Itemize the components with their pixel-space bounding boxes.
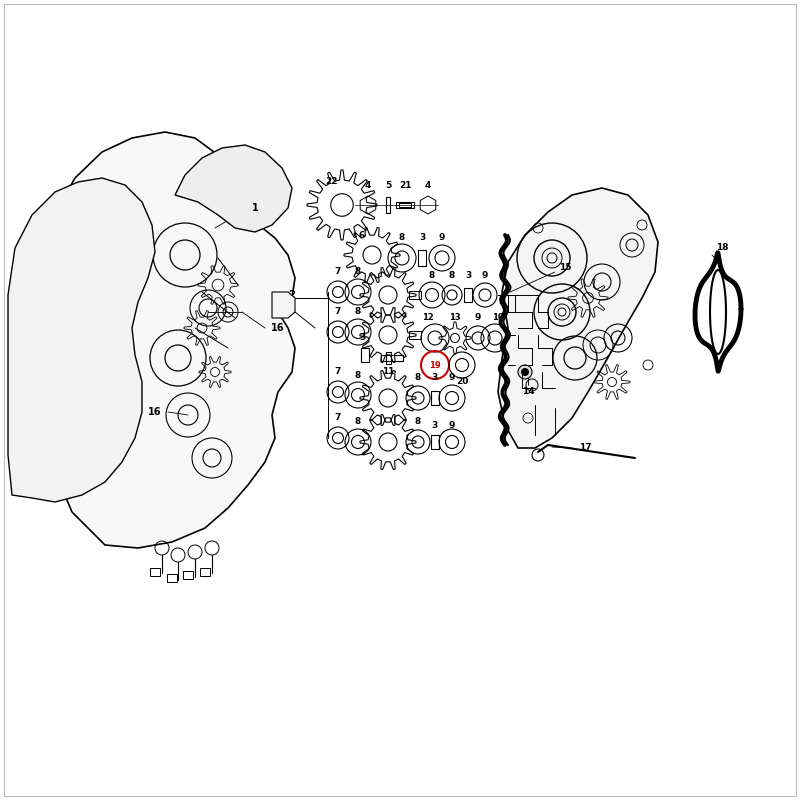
- Bar: [399, 203, 411, 207]
- Text: 3: 3: [432, 374, 438, 382]
- Text: 9: 9: [449, 421, 455, 430]
- Text: 19: 19: [429, 361, 441, 370]
- Text: 7: 7: [335, 307, 341, 317]
- Text: 8: 8: [355, 267, 361, 277]
- Text: 16: 16: [148, 407, 162, 417]
- Bar: [431, 435, 438, 449]
- Bar: [386, 352, 390, 364]
- Polygon shape: [175, 145, 292, 232]
- Bar: [381, 355, 403, 361]
- Polygon shape: [8, 178, 155, 502]
- Bar: [183, 571, 193, 579]
- Bar: [386, 197, 390, 213]
- Text: 20: 20: [456, 378, 468, 386]
- Text: 13: 13: [449, 314, 461, 322]
- Bar: [418, 250, 426, 266]
- Text: 9: 9: [439, 234, 445, 242]
- Text: 17: 17: [578, 443, 591, 453]
- Text: 7: 7: [335, 267, 341, 277]
- Bar: [167, 574, 177, 582]
- Text: 8: 8: [355, 307, 361, 317]
- Text: 8: 8: [449, 270, 455, 279]
- Text: 8: 8: [355, 370, 361, 379]
- Polygon shape: [498, 188, 658, 448]
- Bar: [361, 348, 369, 362]
- Text: 21: 21: [398, 181, 411, 190]
- Bar: [396, 202, 414, 208]
- Bar: [465, 288, 471, 302]
- Text: 3: 3: [419, 234, 425, 242]
- Polygon shape: [45, 132, 295, 548]
- Text: 15: 15: [558, 263, 571, 273]
- Bar: [150, 568, 160, 576]
- Text: 8: 8: [355, 418, 361, 426]
- Circle shape: [521, 368, 529, 376]
- Text: 22: 22: [326, 178, 338, 186]
- Text: 8: 8: [399, 234, 405, 242]
- Text: 7: 7: [335, 414, 341, 422]
- Text: 8: 8: [415, 374, 421, 382]
- Text: 9: 9: [482, 270, 488, 279]
- Text: 4: 4: [425, 181, 431, 190]
- Text: 10: 10: [492, 314, 504, 322]
- Text: 3: 3: [465, 270, 471, 279]
- Polygon shape: [272, 292, 295, 318]
- Text: 2: 2: [289, 290, 295, 300]
- Circle shape: [518, 365, 532, 379]
- Bar: [409, 331, 421, 339]
- Text: 9: 9: [449, 374, 455, 382]
- Text: 5: 5: [385, 181, 391, 190]
- Text: 3: 3: [432, 421, 438, 430]
- Text: 11: 11: [382, 367, 394, 377]
- Text: 8: 8: [429, 270, 435, 279]
- Text: 6: 6: [359, 230, 365, 239]
- Text: 7: 7: [335, 367, 341, 377]
- Text: 3: 3: [359, 334, 365, 342]
- Text: 16: 16: [271, 323, 285, 333]
- Text: 18: 18: [716, 243, 728, 253]
- Text: 12: 12: [422, 314, 434, 322]
- Text: 8: 8: [415, 418, 421, 426]
- Bar: [200, 568, 210, 576]
- Bar: [431, 391, 438, 405]
- Text: 9: 9: [475, 314, 481, 322]
- Bar: [409, 291, 421, 299]
- Text: 14: 14: [522, 387, 534, 397]
- Text: 4: 4: [365, 181, 371, 190]
- Text: 1: 1: [252, 203, 258, 213]
